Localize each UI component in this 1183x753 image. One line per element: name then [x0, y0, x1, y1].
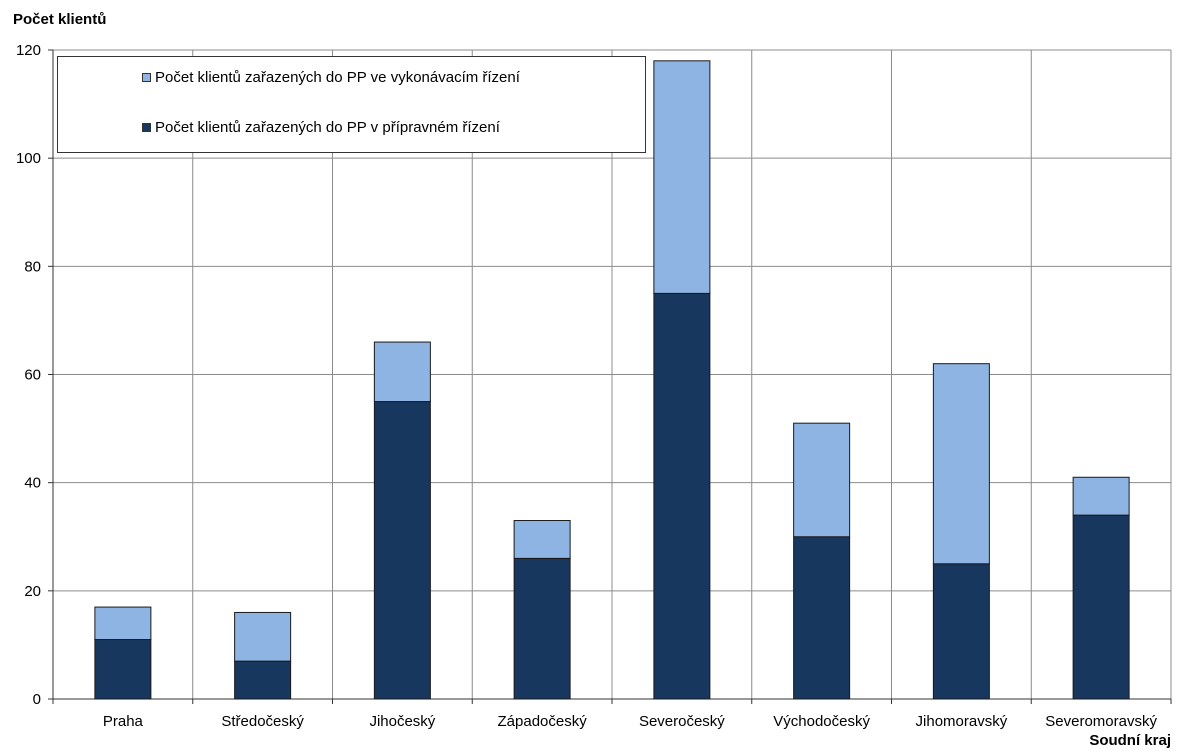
bar-vykonavaci	[513, 520, 571, 559]
bar-vykonavaci	[94, 606, 152, 641]
bar-pripravne	[373, 401, 431, 700]
legend-item-pripravne: Počet klientů zařazených do PP v příprav…	[142, 119, 500, 136]
bar-pripravne	[653, 292, 711, 700]
legend: Počet klientů zařazených do PP ve vykoná…	[57, 56, 646, 153]
y-tick-label: 0	[33, 691, 41, 708]
legend-swatch-pripravne	[142, 123, 151, 132]
bar-pripravne	[234, 660, 292, 700]
x-tick-label: Jihomoravský	[916, 713, 1008, 730]
legend-swatch-vykonavaci	[142, 73, 151, 82]
y-tick-label: 120	[16, 42, 41, 59]
legend-item-vykonavaci: Počet klientů zařazených do PP ve vykoná…	[142, 69, 520, 86]
bar-vykonavaci	[234, 611, 292, 662]
x-tick-label: Středočeský	[221, 713, 304, 730]
bar-vykonavaci	[373, 341, 431, 403]
bar-pripravne	[513, 557, 571, 700]
bar-pripravne	[932, 563, 990, 700]
bar-vykonavaci	[653, 60, 711, 294]
y-axis-title: Počet klientů	[13, 11, 107, 28]
bar-pripravne	[793, 536, 851, 700]
y-tick-label: 60	[24, 367, 41, 384]
legend-label-vykonavaci: Počet klientů zařazených do PP ve vykoná…	[155, 69, 520, 86]
x-axis-title: Soudní kraj	[1089, 732, 1171, 749]
y-tick-label: 100	[16, 150, 41, 167]
y-tick-label: 40	[24, 475, 41, 492]
bar-vykonavaci	[1072, 476, 1130, 516]
x-tick-label: Severomoravský	[1045, 713, 1157, 730]
x-tick-label: Západočeský	[498, 713, 588, 730]
x-tick-label: Východočeský	[773, 713, 870, 730]
x-tick-label: Praha	[103, 713, 144, 730]
bar-vykonavaci	[793, 422, 851, 538]
legend-label-pripravne: Počet klientů zařazených do PP v příprav…	[155, 119, 500, 136]
bar-pripravne	[94, 639, 152, 700]
y-tick-label: 80	[24, 258, 41, 275]
y-tick-label: 20	[24, 583, 41, 600]
bar-vykonavaci	[932, 363, 990, 565]
x-tick-label: Jihočeský	[369, 713, 435, 730]
x-tick-label: Severočeský	[639, 713, 725, 730]
bar-pripravne	[1072, 514, 1130, 700]
